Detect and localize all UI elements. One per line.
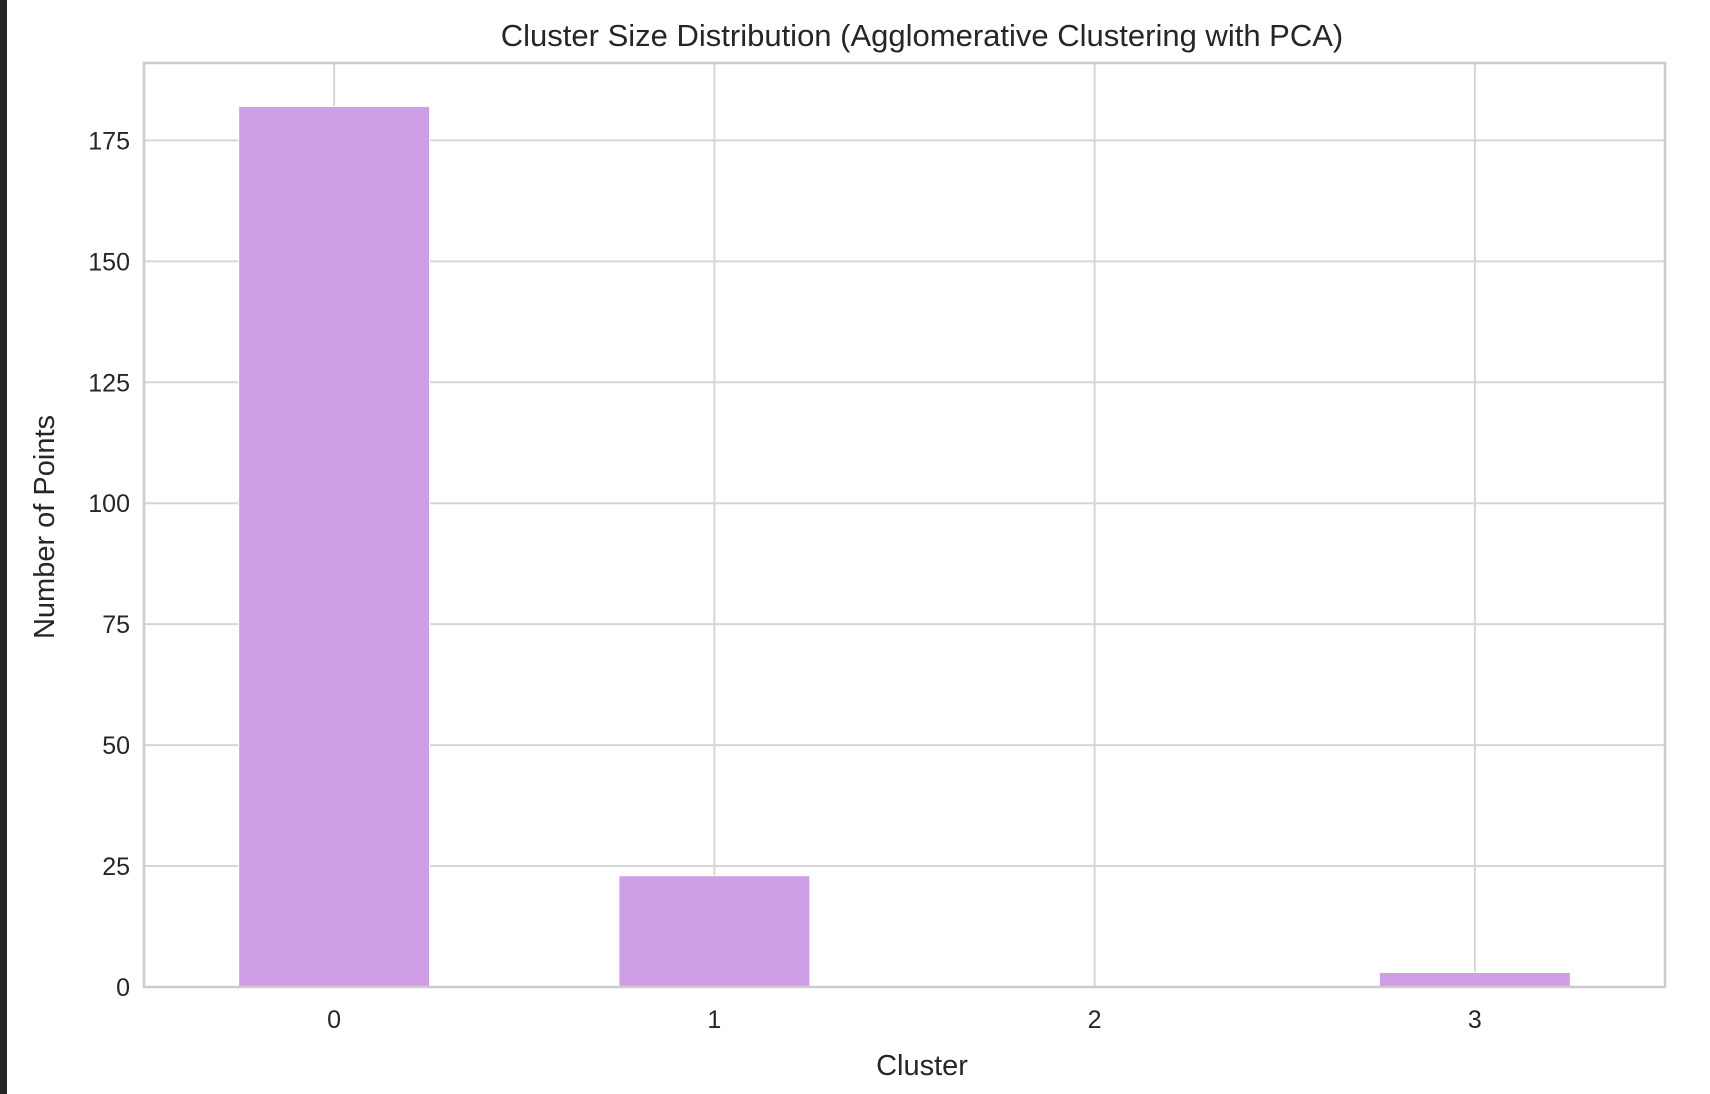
y-tick-label: 150	[88, 248, 130, 276]
x-tick-label: 0	[327, 1006, 341, 1034]
y-tick-label: 75	[102, 611, 130, 639]
x-tick-label: 2	[1088, 1006, 1102, 1034]
y-tick-labels: 0 25 50 75 100 125 150 175	[88, 127, 130, 1002]
axes-frame	[142, 61, 1667, 989]
bar-chart: 0 25 50 75 100 125 150 175 0 1 2 3 Cluster Size Di…	[29, 18, 1667, 1082]
bar-cluster-3	[1378, 971, 1571, 988]
x-tick-label: 1	[707, 1006, 721, 1034]
y-tick-label: 0	[116, 974, 130, 1002]
chart-title: Cluster Size Distribution (Agglomerative…	[501, 18, 1343, 53]
axes-spines	[142, 61, 1667, 989]
x-tick-label: 3	[1468, 1006, 1482, 1034]
bar-cluster-0	[238, 106, 431, 988]
x-tick-labels: 0 1 2 3	[327, 1006, 1482, 1034]
y-tick-label: 125	[88, 369, 130, 397]
y-tick-label: 50	[102, 732, 130, 760]
chart-figure: 0 25 50 75 100 125 150 175 0 1 2 3 Cluster Size Di…	[7, 0, 1710, 1094]
y-tick-label: 175	[88, 127, 130, 155]
bars	[238, 106, 1571, 988]
y-tick-label: 25	[102, 853, 130, 881]
bar-cluster-1	[618, 875, 811, 988]
y-axis-title: Number of Points	[29, 415, 61, 639]
y-tick-label: 100	[88, 490, 130, 518]
x-axis-title: Cluster	[876, 1050, 968, 1082]
